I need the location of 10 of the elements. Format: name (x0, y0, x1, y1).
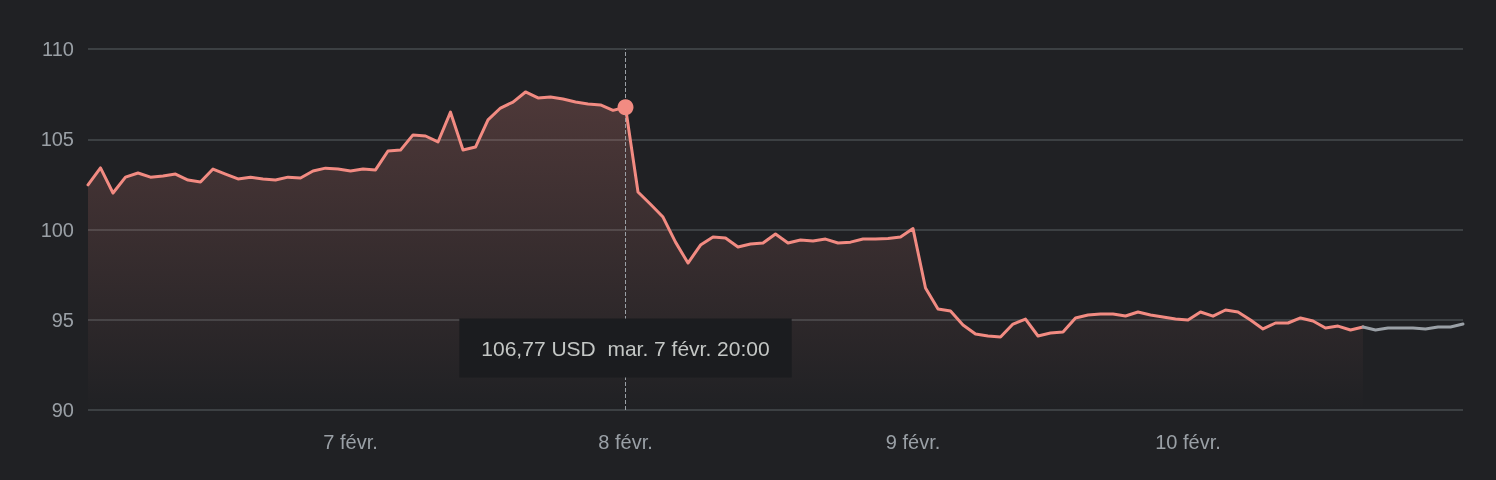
annotation: 106,77 USD mar. 7 févr. 20:00 (481, 336, 770, 360)
y-tick-label: 90 (51, 399, 74, 421)
x-tick-label: 9 févr. (885, 431, 941, 453)
y-tick-label: 100 (40, 218, 74, 241)
x-tick-label: 10 févr. (1155, 431, 1221, 453)
y-tick-label: 110 (42, 38, 74, 60)
x-tick-label: 8 févr. (598, 431, 653, 453)
y-tick-label: 105 (40, 128, 74, 151)
y-tick-label: 95 (51, 308, 74, 331)
x-tick-label: 7 févr. (323, 431, 378, 453)
